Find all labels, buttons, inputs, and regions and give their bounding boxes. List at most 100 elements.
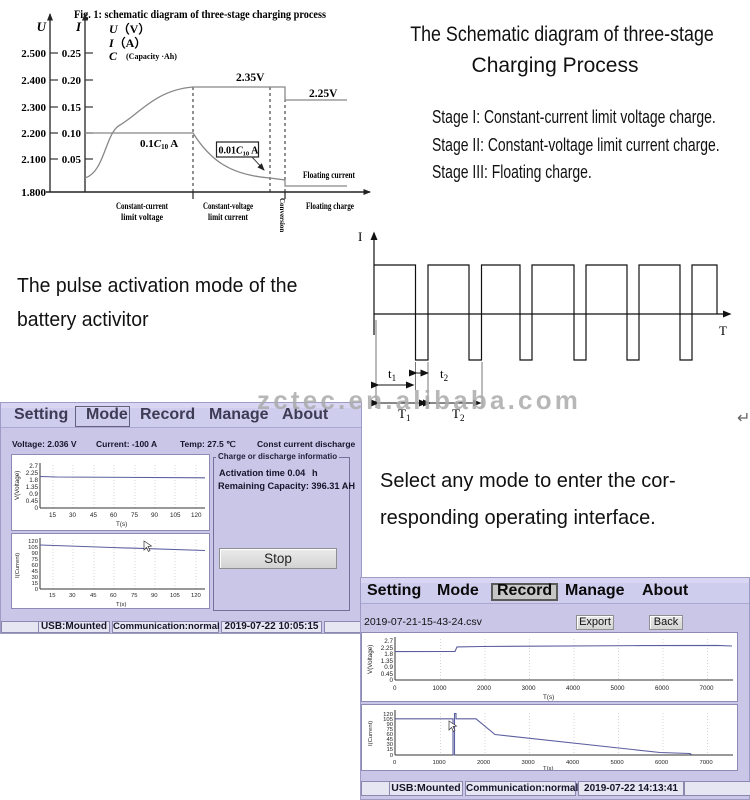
svg-text:2.35V: 2.35V: [236, 72, 265, 84]
svg-text:2.300: 2.300: [21, 102, 46, 114]
svg-text:7000: 7000: [700, 685, 715, 692]
svg-text:30: 30: [31, 575, 38, 581]
svg-text:T: T: [719, 323, 727, 338]
svg-text:0.9: 0.9: [384, 664, 393, 671]
svg-text:2.100: 2.100: [21, 154, 46, 166]
svg-text:1000: 1000: [433, 685, 448, 692]
svg-text:I: I: [358, 229, 362, 244]
svg-text:0: 0: [393, 760, 397, 766]
svg-text:75: 75: [131, 593, 138, 599]
svg-text:0.20: 0.20: [62, 75, 82, 87]
svg-text:2000: 2000: [477, 760, 491, 766]
svg-text:Fig. 1: schematic diagram of t: Fig. 1: schematic diagram of three-stage…: [74, 7, 326, 21]
svg-text:I（A）: I（A）: [108, 35, 146, 50]
svg-text:90: 90: [151, 512, 159, 519]
svg-text:1.35: 1.35: [25, 484, 38, 491]
svg-text:0: 0: [390, 753, 394, 759]
svg-text:105: 105: [383, 717, 394, 723]
svg-text:75: 75: [131, 512, 139, 519]
svg-text:3000: 3000: [522, 760, 536, 766]
svg-text:C: C: [109, 49, 118, 63]
svg-text:0.1C10 A: 0.1C10 A: [140, 138, 178, 151]
svg-text:2.25: 2.25: [25, 470, 38, 477]
svg-text:105: 105: [170, 593, 181, 599]
svg-text:90: 90: [386, 722, 393, 728]
svg-text:6000: 6000: [655, 760, 669, 766]
svg-text:75: 75: [31, 557, 38, 563]
svg-text:105: 105: [28, 545, 39, 551]
svg-text:0.05: 0.05: [62, 154, 82, 166]
svg-text:2.25: 2.25: [381, 645, 394, 652]
svg-text:0.10: 0.10: [62, 128, 82, 140]
svg-text:Conversion: Conversion: [278, 198, 286, 232]
svg-text:I: I: [75, 19, 82, 34]
svg-text:120: 120: [28, 539, 39, 545]
svg-text:7000: 7000: [700, 760, 714, 766]
svg-text:105: 105: [170, 512, 181, 519]
svg-text:5000: 5000: [611, 760, 625, 766]
svg-text:0.25: 0.25: [62, 48, 82, 60]
svg-text:45: 45: [90, 512, 98, 519]
svg-text:4000: 4000: [566, 685, 581, 692]
svg-text:0: 0: [34, 505, 38, 512]
svg-text:2.7: 2.7: [29, 463, 38, 470]
svg-text:45: 45: [386, 737, 393, 743]
svg-text:2.7: 2.7: [384, 638, 393, 645]
svg-text:90: 90: [31, 551, 38, 557]
svg-text:0: 0: [393, 685, 397, 692]
svg-text:120: 120: [191, 593, 202, 599]
svg-text:T(s): T(s): [116, 521, 127, 528]
svg-text:1.35: 1.35: [381, 658, 394, 665]
svg-text:45: 45: [31, 569, 38, 575]
svg-text:Constant-voltage: Constant-voltage: [203, 201, 253, 211]
svg-text:U: U: [37, 19, 47, 34]
svg-text:75: 75: [386, 727, 393, 733]
svg-text:t2: t2: [440, 366, 448, 383]
svg-text:1.800: 1.800: [21, 187, 46, 199]
svg-text:I(Current): I(Current): [15, 553, 21, 578]
svg-text:V(Voltage): V(Voltage): [367, 645, 374, 674]
svg-text:120: 120: [383, 712, 394, 718]
svg-text:15: 15: [386, 747, 393, 753]
svg-text:30: 30: [69, 593, 76, 599]
svg-text:5000: 5000: [611, 685, 626, 692]
svg-text:0.9: 0.9: [29, 491, 38, 498]
svg-text:V(Voltage): V(Voltage): [14, 471, 21, 500]
svg-text:T(s): T(s): [543, 694, 554, 701]
svg-text:0.45: 0.45: [381, 671, 394, 678]
svg-text:0: 0: [389, 677, 393, 684]
svg-text:T(s): T(s): [116, 602, 127, 608]
svg-text:120: 120: [191, 512, 202, 519]
svg-text:15: 15: [49, 593, 56, 599]
svg-text:1000: 1000: [433, 760, 447, 766]
svg-text:4000: 4000: [566, 760, 580, 766]
svg-text:Constant-current: Constant-current: [116, 201, 168, 211]
svg-text:2.200: 2.200: [21, 128, 46, 140]
svg-text:limit current: limit current: [208, 212, 248, 222]
svg-text:0: 0: [34, 587, 38, 593]
svg-text:1.8: 1.8: [29, 477, 38, 484]
svg-text:6000: 6000: [655, 685, 670, 692]
svg-text:(Capacity ·Ah): (Capacity ·Ah): [126, 52, 177, 61]
svg-text:T(s): T(s): [543, 766, 554, 771]
svg-text:60: 60: [31, 563, 38, 569]
svg-text:0.15: 0.15: [62, 102, 82, 114]
svg-text:15: 15: [49, 512, 57, 519]
svg-text:limit voltage: limit voltage: [121, 212, 163, 222]
svg-text:2.500: 2.500: [21, 48, 46, 60]
svg-text:0.01C10 A: 0.01C10 A: [219, 146, 260, 158]
svg-text:2.25V: 2.25V: [309, 88, 338, 100]
svg-text:45: 45: [90, 593, 97, 599]
svg-text:15: 15: [31, 581, 38, 587]
svg-text:60: 60: [386, 732, 393, 738]
svg-text:90: 90: [151, 593, 158, 599]
svg-text:I(Current): I(Current): [368, 721, 374, 746]
svg-text:2.400: 2.400: [21, 75, 46, 87]
svg-text:t1: t1: [388, 366, 396, 383]
svg-text:0.45: 0.45: [25, 498, 38, 505]
svg-text:2000: 2000: [477, 685, 492, 692]
svg-text:30: 30: [69, 512, 77, 519]
svg-text:U（V）: U（V）: [109, 21, 150, 36]
svg-text:60: 60: [110, 593, 117, 599]
svg-text:60: 60: [110, 512, 118, 519]
